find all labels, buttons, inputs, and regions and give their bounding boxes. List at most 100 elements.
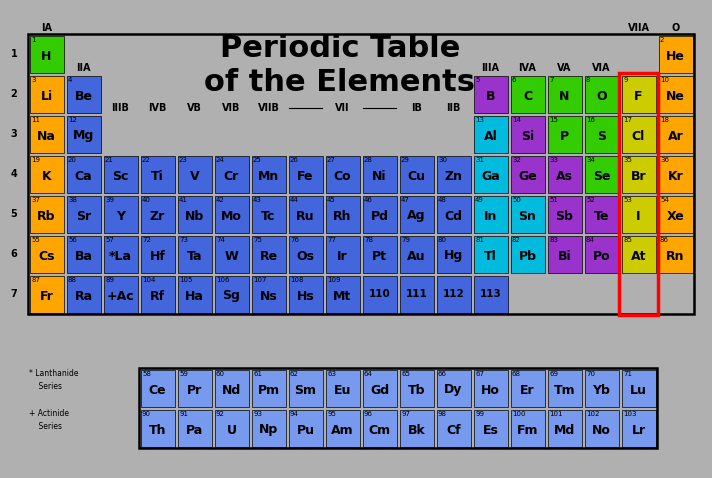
Text: Er: Er	[520, 383, 535, 396]
Text: Li: Li	[41, 89, 53, 102]
Text: 13: 13	[475, 117, 484, 123]
Text: 26: 26	[290, 157, 299, 163]
Bar	[177, 410, 211, 446]
Text: IVA: IVA	[518, 63, 536, 73]
Text: 75: 75	[253, 237, 262, 243]
Text: 93: 93	[253, 411, 262, 417]
Bar	[622, 236, 656, 272]
Text: S: S	[597, 130, 606, 142]
Text: 15: 15	[549, 117, 558, 123]
Text: W: W	[224, 250, 239, 262]
Bar	[214, 155, 248, 193]
Bar	[511, 410, 545, 446]
Text: Sr: Sr	[76, 209, 91, 222]
Text: 43: 43	[253, 197, 262, 203]
Text: Pr: Pr	[187, 383, 202, 396]
Text: Cs: Cs	[38, 250, 55, 262]
Text: *La: *La	[109, 250, 132, 262]
Text: 89: 89	[105, 277, 114, 283]
Text: VIIA: VIIA	[627, 23, 649, 33]
Bar	[473, 196, 508, 232]
Text: 101: 101	[549, 411, 562, 417]
Text: B: B	[486, 89, 496, 102]
Bar	[436, 236, 471, 272]
Bar	[103, 275, 137, 313]
Bar	[325, 196, 360, 232]
Bar	[103, 155, 137, 193]
Bar	[548, 410, 582, 446]
Text: Si: Si	[521, 130, 534, 142]
Bar	[585, 410, 619, 446]
Bar	[288, 369, 323, 406]
Bar	[140, 196, 174, 232]
Text: 6: 6	[11, 249, 17, 259]
Text: 73: 73	[179, 237, 188, 243]
Text: 109: 109	[327, 277, 340, 283]
Text: Ar: Ar	[668, 130, 684, 142]
Bar	[659, 76, 693, 112]
Bar	[619, 73, 658, 315]
Bar	[511, 369, 545, 406]
Text: Ra: Ra	[75, 290, 93, 303]
Bar	[177, 275, 211, 313]
Bar	[103, 196, 137, 232]
Text: 96: 96	[364, 411, 373, 417]
Text: 69: 69	[549, 371, 558, 377]
Text: N: N	[560, 89, 570, 102]
Bar	[140, 369, 174, 406]
Bar	[548, 196, 582, 232]
Text: Th: Th	[149, 424, 166, 436]
Text: 87: 87	[31, 277, 40, 283]
Text: Tc: Tc	[261, 209, 276, 222]
Text: 30: 30	[438, 157, 447, 163]
Text: 4: 4	[68, 77, 73, 83]
Text: 37: 37	[31, 197, 40, 203]
Text: Co: Co	[334, 170, 351, 183]
Bar	[28, 34, 694, 314]
Text: Cu: Cu	[407, 170, 426, 183]
Text: No: No	[592, 424, 611, 436]
Bar	[362, 196, 397, 232]
Bar	[548, 369, 582, 406]
Text: 51: 51	[549, 197, 558, 203]
Bar	[548, 236, 582, 272]
Text: 19: 19	[31, 157, 40, 163]
Text: Ca: Ca	[75, 170, 93, 183]
Bar	[288, 236, 323, 272]
Text: 17: 17	[623, 117, 632, 123]
Text: He: He	[666, 50, 685, 63]
Text: IIA: IIA	[76, 63, 90, 73]
Bar	[436, 196, 471, 232]
Text: 2: 2	[660, 37, 664, 43]
Text: 57: 57	[105, 237, 114, 243]
Text: Bk: Bk	[408, 424, 425, 436]
Text: Rf: Rf	[150, 290, 165, 303]
Text: 27: 27	[327, 157, 336, 163]
Text: 10: 10	[660, 77, 669, 83]
Bar	[251, 369, 286, 406]
Bar	[473, 369, 508, 406]
Bar	[399, 369, 434, 406]
Text: 49: 49	[475, 197, 484, 203]
Text: Pb: Pb	[518, 250, 537, 262]
Bar	[473, 116, 508, 152]
Text: 42: 42	[216, 197, 225, 203]
Text: 104: 104	[142, 277, 155, 283]
Text: 39: 39	[105, 197, 114, 203]
Text: Cd: Cd	[444, 209, 463, 222]
Bar	[66, 275, 100, 313]
Text: O: O	[596, 89, 607, 102]
Bar	[473, 236, 508, 272]
Text: Md: Md	[554, 424, 575, 436]
Text: H: H	[41, 50, 52, 63]
Bar	[473, 76, 508, 112]
Bar	[288, 155, 323, 193]
Text: 12: 12	[68, 117, 77, 123]
Text: Mn: Mn	[258, 170, 279, 183]
Text: 52: 52	[586, 197, 595, 203]
Text: Cr: Cr	[224, 170, 239, 183]
Bar	[140, 275, 174, 313]
Text: 112: 112	[443, 289, 464, 299]
Bar	[177, 155, 211, 193]
Text: Rn: Rn	[666, 250, 685, 262]
